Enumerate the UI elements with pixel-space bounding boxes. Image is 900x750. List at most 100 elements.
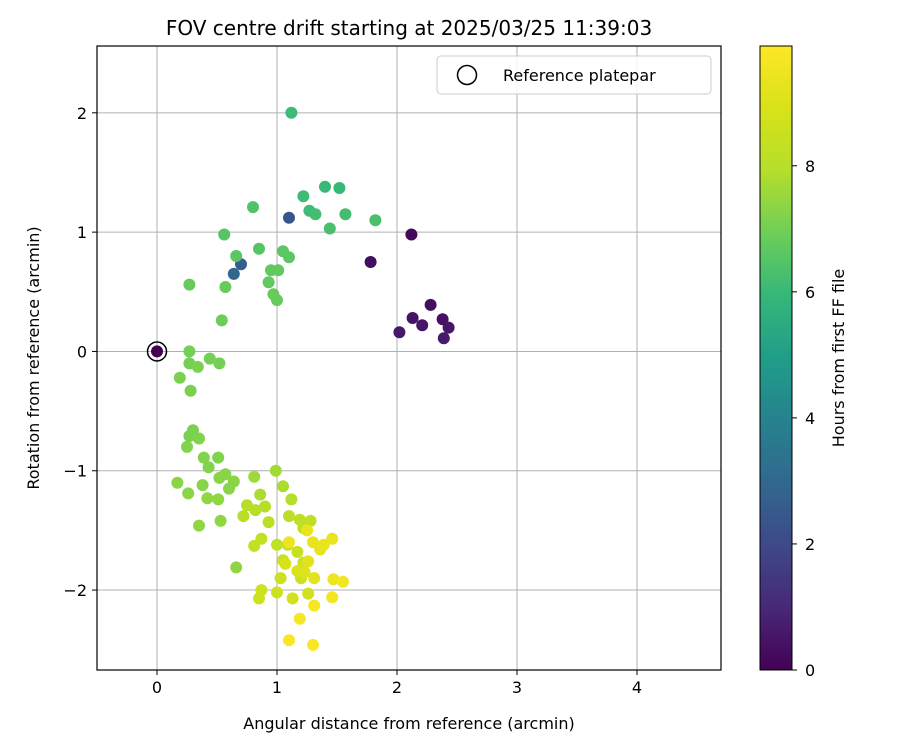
- data-point: [364, 256, 377, 268]
- data-point: [262, 276, 275, 289]
- data-point: [437, 332, 450, 345]
- data-point: [271, 586, 283, 599]
- data-point: [184, 384, 197, 397]
- data-point: [151, 345, 163, 358]
- data-point: [183, 345, 196, 358]
- data-point: [193, 432, 205, 445]
- data-point: [277, 480, 289, 493]
- data-point: [227, 267, 240, 280]
- data-point: [214, 514, 227, 527]
- data-point: [436, 313, 449, 326]
- legend: Reference platepar: [436, 55, 712, 95]
- colorbar-tick-label: 8: [805, 157, 815, 176]
- data-point: [213, 357, 226, 370]
- data-point: [424, 298, 437, 311]
- plot-points: [146, 106, 455, 651]
- colorbar-gradient: [759, 45, 793, 671]
- data-point: [309, 208, 322, 221]
- data-point: [308, 599, 321, 612]
- data-point: [283, 251, 295, 264]
- colorbar-tick-label: 2: [805, 535, 815, 554]
- data-point: [285, 106, 298, 119]
- legend-label-reference: Reference platepar: [503, 66, 656, 85]
- data-point: [302, 555, 315, 568]
- data-point: [193, 519, 205, 532]
- data-point: [416, 319, 429, 332]
- data-point: [183, 278, 196, 291]
- data-point: [202, 461, 215, 474]
- y-tick-label: 0: [77, 342, 87, 361]
- y-axis: −2 −1 0 1 2: [63, 104, 97, 600]
- x-tick-label: 0: [152, 678, 162, 697]
- data-point: [182, 487, 195, 500]
- data-point: [307, 638, 319, 651]
- data-point: [213, 471, 226, 484]
- data-point: [181, 440, 193, 453]
- data-point: [283, 536, 295, 549]
- data-point: [317, 538, 330, 551]
- data-point: [230, 561, 243, 574]
- data-point: [283, 510, 295, 523]
- data-point: [283, 211, 295, 224]
- data-point: [337, 575, 349, 588]
- data-point: [253, 242, 265, 255]
- data-point: [212, 493, 225, 506]
- colorbar: 0 2 4 6 8 Hours from first FF file: [759, 45, 848, 680]
- legend-marker-reference: [456, 64, 478, 86]
- data-point: [219, 281, 232, 293]
- data-point: [253, 592, 265, 605]
- data-point: [286, 592, 299, 605]
- plot-frame: [96, 45, 722, 671]
- data-point: [259, 500, 271, 513]
- data-point: [293, 612, 306, 625]
- colorbar-tick-label: 6: [805, 283, 815, 302]
- data-point: [301, 524, 313, 537]
- data-point: [271, 294, 283, 307]
- data-point: [215, 314, 228, 327]
- colorbar-tick-label: 0: [805, 661, 815, 680]
- colorbar-label: Hours from first FF file: [829, 269, 848, 448]
- y-tick-label: 1: [77, 223, 87, 242]
- data-point: [279, 557, 292, 570]
- colorbar-tick-label: 4: [805, 409, 815, 428]
- x-axis-label: Angular distance from reference (arcmin): [243, 714, 574, 733]
- data-point: [218, 228, 231, 241]
- data-point: [262, 516, 275, 529]
- data-point: [308, 572, 321, 585]
- data-point: [304, 514, 317, 527]
- data-point: [405, 228, 418, 241]
- data-point: [197, 451, 210, 464]
- data-point: [212, 451, 225, 464]
- data-point: [254, 488, 267, 501]
- data-point: [333, 182, 346, 194]
- data-point: [171, 476, 184, 489]
- data-point: [247, 201, 259, 214]
- x-tick-label: 4: [632, 678, 642, 697]
- data-point: [272, 264, 285, 277]
- data-point: [327, 573, 340, 586]
- data-point: [223, 482, 235, 495]
- x-tick-label: 3: [512, 678, 522, 697]
- data-point: [406, 312, 419, 324]
- data-point: [203, 352, 216, 365]
- y-tick-label: −1: [63, 462, 87, 481]
- data-point: [442, 321, 455, 334]
- data-point: [191, 360, 204, 373]
- data-point: [196, 479, 209, 492]
- data-point: [249, 504, 262, 517]
- data-point: [283, 634, 295, 647]
- legend-box: [436, 55, 712, 95]
- data-point: [274, 572, 287, 585]
- data-point: [297, 190, 310, 203]
- data-point: [291, 545, 304, 558]
- x-axis: 0 1 2 3 4: [152, 670, 642, 697]
- y-axis-label: Rotation from reference (arcmin): [24, 226, 43, 489]
- data-point: [393, 326, 406, 339]
- colorbar-ticks: 0 2 4 6 8: [792, 157, 815, 680]
- data-point: [285, 493, 298, 506]
- data-point: [237, 510, 250, 523]
- data-point: [369, 214, 382, 227]
- x-tick-label: 1: [272, 678, 282, 697]
- y-tick-label: −2: [63, 581, 87, 600]
- data-point: [323, 222, 336, 235]
